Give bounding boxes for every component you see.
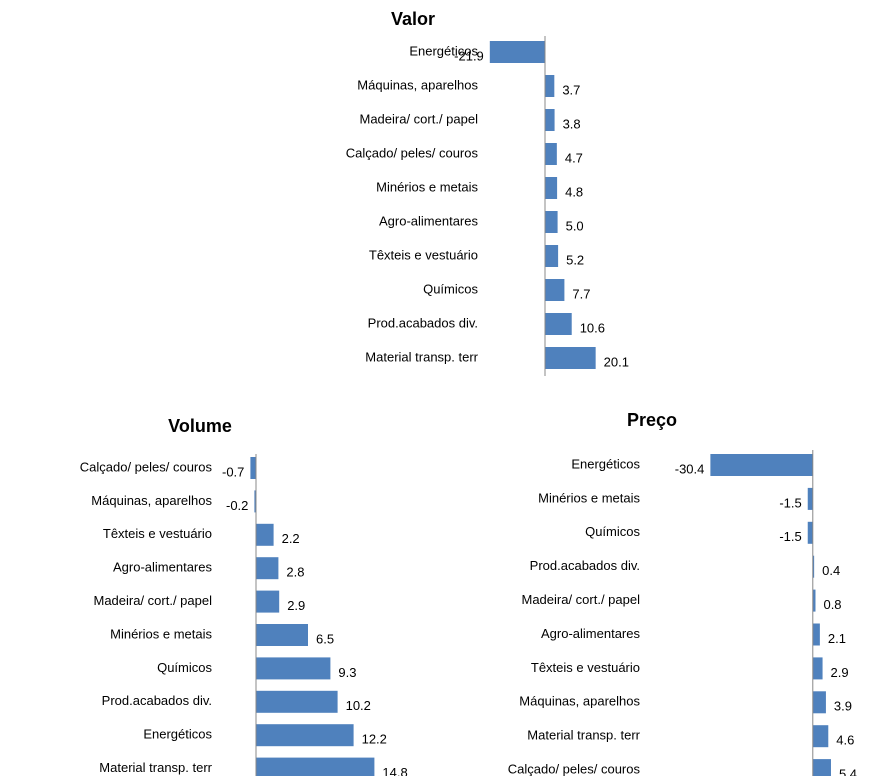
value-label: 12.2 [362,732,387,747]
bar [545,109,555,131]
bar [807,521,813,544]
category-label: Têxteis e vestuário [103,526,212,541]
category-label: Energéticos [571,456,640,471]
bar [545,279,565,301]
bar [545,245,559,267]
category-label: Minérios e metais [110,626,212,641]
category-label: Calçado/ peles/ couros [80,459,213,474]
category-label: Madeira/ cort./ papel [93,593,212,608]
bar [545,313,572,335]
category-label: Energéticos [409,43,478,58]
value-label: 2.2 [282,531,300,546]
value-label: -30.4 [675,461,705,476]
category-label: Máquinas, aparelhos [519,694,640,709]
category-label: Têxteis e vestuário [531,660,640,675]
value-label: 3.8 [563,116,581,131]
value-label: -0.2 [226,498,248,513]
category-label: Energéticos [143,727,212,742]
category-label: Agro-alimentares [541,626,640,641]
bar [256,624,308,646]
category-label: Agro-alimentares [113,560,212,575]
category-label: Máquinas, aparelhos [357,77,478,92]
value-label: 5.2 [566,252,584,267]
value-label: 20.1 [604,354,629,369]
bar [812,623,820,646]
chart-title: Preço [627,410,677,430]
value-label: 3.9 [834,699,852,714]
value-label: 2.9 [287,598,305,613]
bar [545,75,555,97]
category-label: Material transp. terr [527,728,640,743]
value-label: -0.7 [222,464,244,479]
bar [545,211,558,233]
bar [812,589,816,612]
value-label: 6.5 [316,631,334,646]
value-label: 5.0 [566,218,584,233]
bar [812,657,823,680]
category-label: Madeira/ cort./ papel [521,592,640,607]
value-label: 3.7 [562,82,580,97]
bar [256,657,331,680]
bar [812,555,815,578]
bar [489,41,545,63]
value-label: -1.5 [779,529,801,544]
category-label: Minérios e metais [376,179,478,194]
bar [256,724,354,747]
bar [256,590,280,613]
value-label: 0.4 [822,563,840,578]
category-label: Químicos [585,524,640,539]
value-label: -21.9 [454,48,484,63]
value-label: 10.6 [580,320,605,335]
bar [710,454,813,476]
value-label: 2.8 [286,565,304,580]
value-label: 4.6 [836,733,854,748]
bar [545,347,596,369]
category-label: Material transp. terr [99,760,212,775]
value-label: 2.1 [828,631,846,646]
bar [250,457,256,479]
category-label: Calçado/ peles/ couros [346,145,479,160]
bar [545,143,557,165]
value-label: 4.8 [565,184,583,199]
value-label: 2.9 [831,665,849,680]
value-label: 7.7 [572,286,590,301]
value-label: 5.4 [839,767,857,776]
category-label: Minérios e metais [538,490,640,505]
bar [254,490,256,513]
bar [256,557,279,580]
category-label: Químicos [423,281,478,296]
value-label: 10.2 [346,698,371,713]
bar [812,725,829,748]
category-label: Agro-alimentares [379,213,478,228]
chart-title: Valor [391,9,435,29]
bar [256,690,338,713]
bar [545,177,558,199]
category-label: Material transp. terr [365,349,478,364]
bar [812,759,831,776]
category-label: Madeira/ cort./ papel [359,111,478,126]
value-label: 4.7 [565,150,583,165]
value-label: 0.8 [823,597,841,612]
bar [807,487,813,510]
category-label: Máquinas, aparelhos [91,493,212,508]
bar [812,691,826,714]
value-label: 9.3 [338,665,356,680]
bar [256,523,274,546]
category-label: Calçado/ peles/ couros [508,762,641,776]
value-label: -1.5 [779,495,801,510]
category-label: Têxteis e vestuário [369,247,478,262]
category-label: Químicos [157,660,212,675]
category-label: Prod.acabados div. [368,315,478,330]
chart-title: Volume [168,416,232,436]
value-label: 14.8 [382,765,407,776]
category-label: Prod.acabados div. [530,558,640,573]
bar [256,757,375,776]
category-label: Prod.acabados div. [102,693,212,708]
